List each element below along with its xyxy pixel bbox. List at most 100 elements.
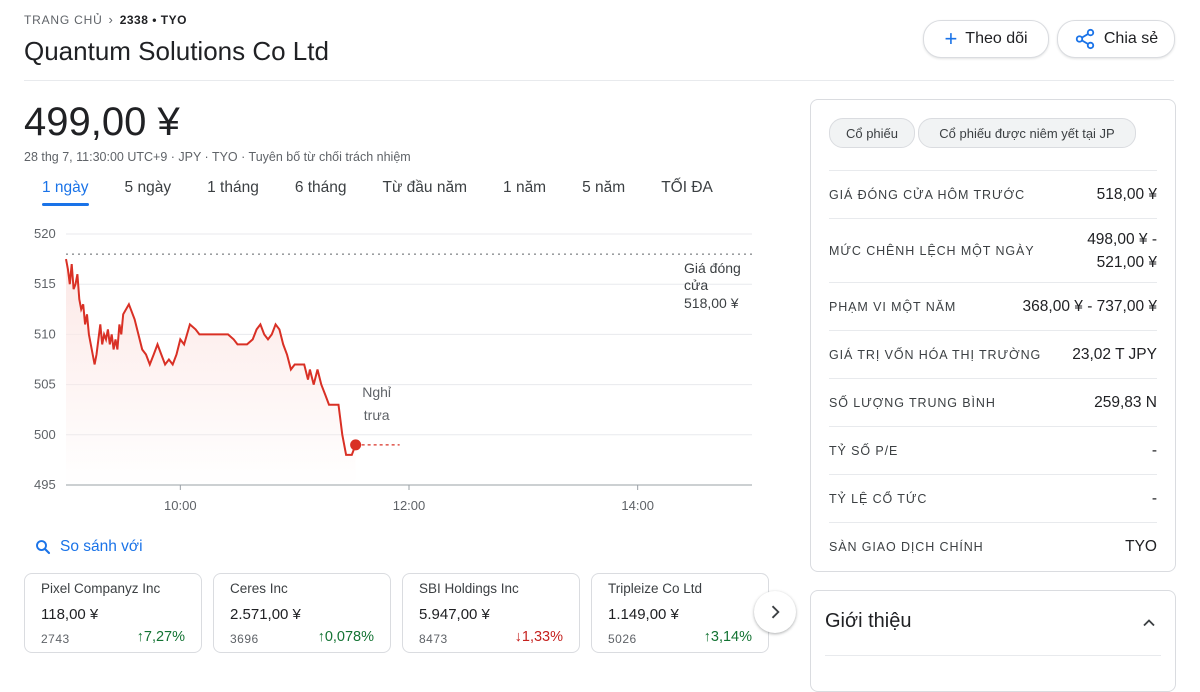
- chevron-right-icon: [771, 605, 780, 619]
- compare-card-change: ↑3,14%: [704, 629, 752, 645]
- tab-max[interactable]: TỐI ĐA: [661, 179, 713, 196]
- x-tick-label: 14:00: [621, 498, 654, 513]
- range-tabs: 1 ngày 5 ngày 1 tháng 6 tháng Từ đầu năm…: [24, 178, 731, 206]
- y-tick-label: 515: [34, 276, 56, 291]
- stat-value: 518,00 ¥: [1096, 186, 1157, 203]
- next-compare-button[interactable]: [754, 591, 796, 633]
- compare-card-price: 2.571,00 ¥: [230, 606, 301, 623]
- compare-card-pixel-companyz[interactable]: Pixel Companyz Inc 118,00 ¥ 2743 ↑7,27%: [24, 573, 202, 653]
- follow-button[interactable]: + Theo dõi: [923, 20, 1049, 58]
- stat-label: GIÁ TRỊ VỐN HÓA THỊ TRƯỜNG: [829, 347, 1042, 362]
- stat-previous-close: GIÁ ĐÓNG CỬA HÔM TRƯỚC 518,00 ¥: [829, 170, 1157, 218]
- compare-card-name: Ceres Inc: [230, 581, 288, 596]
- header-divider: [24, 80, 1174, 81]
- tab-5-days[interactable]: 5 ngày: [124, 179, 172, 196]
- arrow-up-icon: ↑: [317, 629, 325, 645]
- lunch-break-label-1: Nghỉ: [362, 384, 392, 400]
- x-tick-label: 12:00: [393, 498, 426, 513]
- stat-avg-volume: SỐ LƯỢNG TRUNG BÌNH 259,83 N: [829, 378, 1157, 426]
- breadcrumb-home[interactable]: TRANG CHỦ: [24, 12, 103, 27]
- previous-close-label-3: 518,00 ¥: [684, 295, 739, 311]
- stat-pe-ratio: TỶ SỐ P/E -: [829, 426, 1157, 474]
- compare-card-name: Tripleize Co Ltd: [608, 581, 703, 596]
- price-area-fill: [66, 259, 356, 485]
- y-tick-label: 520: [34, 226, 56, 241]
- page-title: Quantum Solutions Co Ltd: [24, 36, 329, 66]
- search-icon: [36, 540, 51, 555]
- stat-value: 498,00 ¥ - 521,00 ¥: [1087, 228, 1157, 274]
- compare-card-change-value: 1,33%: [521, 629, 563, 645]
- y-tick-label: 510: [34, 326, 56, 341]
- tab-1-day[interactable]: 1 ngày: [24, 178, 107, 206]
- tab-ytd[interactable]: Từ đầu năm: [382, 179, 468, 196]
- stat-label: MỨC CHÊNH LỆCH MỘT NGÀY: [829, 243, 1035, 258]
- about-divider: [825, 655, 1161, 656]
- compare-card-ceres[interactable]: Ceres Inc 2.571,00 ¥ 3696 ↑0,078%: [213, 573, 391, 653]
- stat-label: TỶ LỆ CỔ TỨC: [829, 491, 928, 506]
- compare-card-change: ↓1,33%: [515, 629, 563, 645]
- arrow-down-icon: ↓: [514, 629, 522, 645]
- breadcrumb: TRANG CHỦ › 2338 • TYO: [24, 12, 187, 27]
- compare-label: So sánh với: [60, 538, 143, 555]
- stat-value: TYO: [1125, 538, 1157, 555]
- compare-card-name: Pixel Companyz Inc: [41, 581, 161, 596]
- tab-1-month[interactable]: 1 tháng: [207, 179, 259, 196]
- tab-5-years[interactable]: 5 năm: [582, 179, 626, 196]
- stat-value: -: [1151, 490, 1157, 507]
- stat-value: 23,02 T JPY: [1072, 346, 1157, 363]
- compare-card-code: 2743: [41, 632, 70, 646]
- stat-label: SÀN GIAO DỊCH CHÍNH: [829, 539, 984, 554]
- stat-value-line-2: 521,00 ¥: [1096, 253, 1157, 271]
- compare-card-change: ↑0,078%: [318, 629, 374, 645]
- stat-label: PHẠM VI MỘT NĂM: [829, 299, 957, 314]
- chevron-up-icon[interactable]: [1139, 613, 1159, 633]
- price-line: [65, 258, 357, 456]
- tab-6-months[interactable]: 6 tháng: [294, 179, 347, 196]
- stat-market-cap: GIÁ TRỊ VỐN HÓA THỊ TRƯỜNG 23,02 T JPY: [829, 330, 1157, 378]
- chip-stock[interactable]: Cổ phiếu: [829, 118, 915, 148]
- compare-card-sbi-holdings[interactable]: SBI Holdings Inc 5.947,00 ¥ 8473 ↓1,33%: [402, 573, 580, 653]
- stat-value: 368,00 ¥ - 737,00 ¥: [1022, 298, 1157, 315]
- stat-primary-exchange: SÀN GIAO DỊCH CHÍNH TYO: [829, 522, 1157, 570]
- lunch-break-label-2: trưa: [364, 407, 390, 423]
- previous-close-label-2: cửa: [684, 277, 708, 293]
- compare-card-name: SBI Holdings Inc: [419, 581, 519, 596]
- about-section[interactable]: Giới thiệu: [810, 590, 1176, 692]
- y-tick-label: 505: [34, 377, 56, 392]
- follow-label: Theo dõi: [965, 30, 1028, 47]
- compare-card-code: 8473: [419, 632, 448, 646]
- price-chart[interactable]: 520 515 510 505 500 495 10:00 12:00 14:00 Nghỉ t…: [0, 215, 780, 525]
- compare-card-change: ↑7,27%: [137, 629, 185, 645]
- share-label: Chia sẻ: [1103, 30, 1159, 47]
- compare-card-change-value: 3,14%: [710, 629, 752, 645]
- previous-close-label-1: Giá đóng: [684, 260, 741, 276]
- compare-link[interactable]: So sánh với: [34, 538, 143, 556]
- compare-card-code: 3696: [230, 632, 259, 646]
- compare-card-change-value: 7,27%: [143, 629, 185, 645]
- stat-year-range: PHẠM VI MỘT NĂM 368,00 ¥ - 737,00 ¥: [829, 282, 1157, 330]
- compare-card-change-value: 0,078%: [324, 629, 374, 645]
- share-icon: [1075, 28, 1095, 50]
- breadcrumb-ticker: 2338 • TYO: [119, 12, 187, 27]
- stat-day-range: MỨC CHÊNH LỆCH MỘT NGÀY 498,00 ¥ - 521,00…: [829, 218, 1157, 282]
- x-tick-label: 10:00: [164, 498, 197, 513]
- stat-label: GIÁ ĐÓNG CỬA HÔM TRƯỚC: [829, 187, 1026, 202]
- tab-1-year[interactable]: 1 năm: [503, 179, 547, 196]
- compare-card-price: 5.947,00 ¥: [419, 606, 490, 623]
- compare-card-price: 118,00 ¥: [41, 606, 99, 623]
- plus-icon: +: [944, 26, 958, 51]
- stat-dividend-yield: TỶ LỆ CỔ TỨC -: [829, 474, 1157, 522]
- arrow-up-icon: ↑: [136, 629, 144, 645]
- chip-listed-jp[interactable]: Cổ phiếu được niêm yết tại JP: [918, 118, 1136, 148]
- share-button[interactable]: Chia sẻ: [1057, 20, 1175, 58]
- y-tick-label: 500: [34, 427, 56, 442]
- current-price: 499,00 ¥: [24, 100, 180, 144]
- compare-card-price: 1.149,00 ¥: [608, 606, 679, 623]
- chevron-right-icon: ›: [108, 12, 114, 27]
- stat-label: TỶ SỐ P/E: [829, 443, 899, 458]
- stat-value-line-1: 498,00 ¥ -: [1087, 230, 1157, 248]
- stat-label: SỐ LƯỢNG TRUNG BÌNH: [829, 395, 996, 410]
- current-price-dot: [350, 439, 362, 451]
- about-title: Giới thiệu: [825, 610, 912, 632]
- compare-card-tripleize[interactable]: Tripleize Co Ltd 1.149,00 ¥ 5026 ↑3,14%: [591, 573, 769, 653]
